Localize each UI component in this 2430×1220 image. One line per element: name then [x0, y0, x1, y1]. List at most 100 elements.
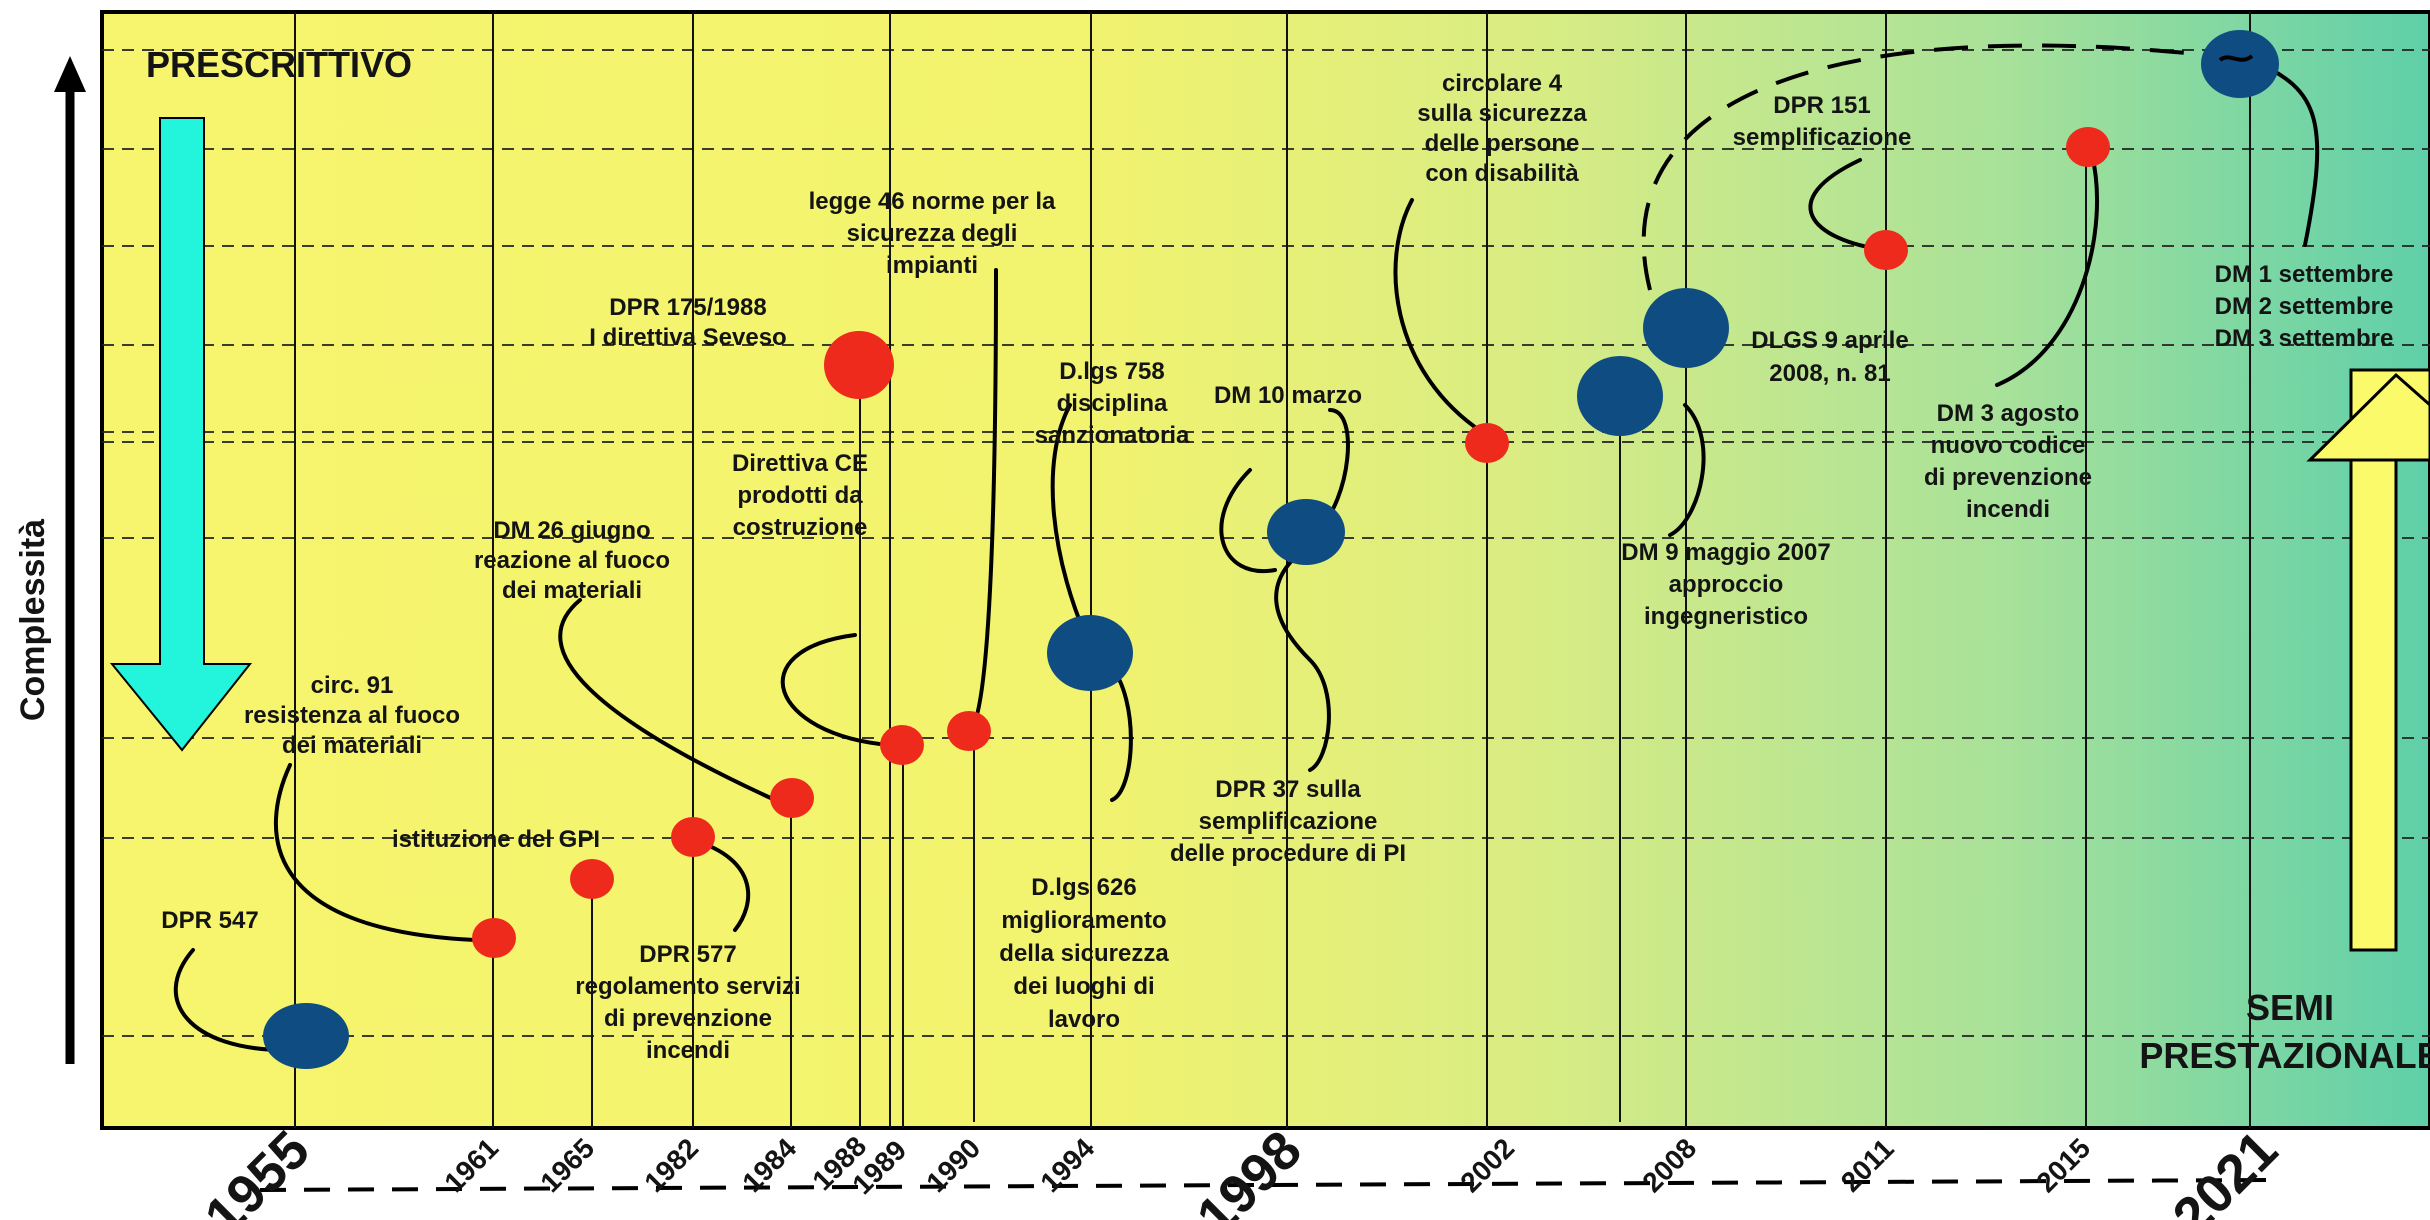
event-dots [263, 30, 2279, 1069]
event-label: DPR 577 regolamento servizi di prevenzione… [575, 941, 800, 1064]
event-label-line: legge 46 norme per la [809, 188, 1056, 215]
dot-dm3agosto [2066, 127, 2110, 167]
event-label-line: di prevenzione [604, 1005, 772, 1032]
dashed-connector-2008-2021 [1641, 43, 2251, 291]
event-label-line: semplificazione [1199, 808, 1378, 835]
event-label: legge 46 norme per la sicurezza degli impi… [809, 188, 1056, 279]
event-label-line: della sicurezza [999, 940, 1169, 967]
up-arrow-head [2306, 372, 2430, 462]
label-semi: SEMI [2246, 987, 2334, 1028]
event-label-line: DM 3 agosto [1937, 400, 2080, 427]
dot-dpr547 [263, 1003, 349, 1069]
event-label-line: di prevenzione [1924, 464, 2092, 491]
event-label: DM 9 maggio 2007 approccio ingegneristico [1621, 539, 1830, 630]
label-prescrittivo: PRESCRITTIVO [146, 44, 412, 85]
event-label: DPR 37 sulla semplificazione delle procedu… [1170, 776, 1406, 867]
event-label: D.lgs 758 disciplina sanzionatoria [1035, 358, 1190, 449]
event-label-line: D.lgs 758 [1059, 358, 1164, 385]
vertical-year-lines [294, 12, 2251, 1128]
year-label-1994: 1994 [1034, 1132, 1100, 1198]
event-label-line: DM 10 marzo [1214, 382, 1362, 409]
dot-circolare4 [1465, 423, 1509, 463]
event-label: DPR 151 semplificazione [1733, 92, 1912, 151]
event-label: DPR 175/1988 I direttiva Seveso [589, 294, 786, 351]
year-label-2008: 2008 [1636, 1132, 1702, 1198]
dot-dpr151 [1864, 230, 1908, 270]
dot-seveso [824, 331, 894, 399]
dot-gpi [671, 817, 715, 857]
event-label-line: DM 9 maggio 2007 [1621, 539, 1830, 566]
event-label: DM 3 agosto nuovo codice di prevenzione inc… [1924, 400, 2092, 523]
event-label: circ. 91 resistenza al fuoco dei materiali [244, 672, 460, 759]
label-prestazionale: PRESTAZIONALE [2139, 1035, 2430, 1076]
year-label-2021: 2021 [2162, 1120, 2289, 1220]
event-label-line: prodotti da [737, 482, 863, 509]
dot-dlgs758 [1047, 615, 1133, 691]
event-label-line: approccio [1669, 571, 1784, 598]
dot-1965 [570, 859, 614, 899]
year-label-2015: 2015 [2030, 1132, 2096, 1198]
event-label: DM 1 settembre DM 2 settembre DM 3 settemb… [2215, 261, 2394, 352]
event-label: DM 10 marzo [1214, 382, 1362, 409]
event-label-line: DLGS 9 aprile [1751, 327, 1908, 354]
event-label-line: incendi [646, 1037, 730, 1064]
event-labels: DPR 547 circ. 91 resistenza al fuoco dei ma… [161, 70, 2393, 1064]
dot-legge46 [947, 711, 991, 751]
event-label-line: circ. 91 [311, 672, 394, 699]
event-label-line: lavoro [1048, 1006, 1120, 1033]
dot-dm-settembre [2201, 30, 2279, 98]
event-label-line: regolamento servizi [575, 973, 800, 1000]
event-label-line: DPR 547 [161, 907, 258, 934]
event-label-line: Direttiva CE [732, 450, 868, 477]
event-label-line: DM 2 settembre [2215, 293, 2394, 320]
event-label-line: sicurezza degli [847, 220, 1018, 247]
event-label-line: reazione al fuoco [474, 547, 670, 574]
event-label: DPR 547 [161, 907, 258, 934]
event-label-line: sanzionatoria [1035, 422, 1190, 449]
year-label-2011: 2011 [1835, 1133, 1900, 1198]
bottom-dashed-line [259, 1178, 2271, 1192]
down-arrow [109, 117, 253, 752]
event-label-line: DM 3 settembre [2215, 325, 2394, 352]
event-label: DM 26 giugno reazione al fuoco dei materia… [474, 517, 670, 604]
event-label: circolare 4 sulla sicurezza delle persone c… [1417, 70, 1587, 187]
event-label-line: DPR 175/1988 [609, 294, 766, 321]
event-label-line: ingegneristico [1644, 603, 1808, 630]
event-label: DLGS 9 aprile 2008, n. 81 [1751, 327, 1908, 387]
event-label: istituzione del GPI [392, 826, 600, 853]
year-label-1998: 1998 [1186, 1120, 1313, 1220]
event-label-line: circolare 4 [1442, 70, 1563, 97]
dot-dlgs81 [1643, 288, 1729, 368]
dot-dm9maggio [1577, 356, 1663, 436]
event-label: Direttiva CE prodotti da costruzione [732, 450, 868, 541]
dot-dm26giugno [770, 778, 814, 818]
event-label-line: DPR 151 [1773, 92, 1870, 119]
event-label-line: costruzione [733, 514, 868, 541]
year-label-2002: 2002 [1454, 1132, 1520, 1198]
event-label-line: disciplina [1057, 390, 1168, 417]
y-axis-label: Complessità [14, 519, 52, 721]
event-label-line: 2008, n. 81 [1769, 360, 1890, 387]
dot-direttiva-ce [880, 725, 924, 765]
event-label-line: istituzione del GPI [392, 826, 600, 853]
event-label-line: DPR 577 [639, 941, 736, 968]
event-label-line: miglioramento [1001, 907, 1166, 934]
event-label-line: DM 26 giugno [493, 517, 650, 544]
event-label-line: DM 1 settembre [2215, 261, 2394, 288]
horizontal-grid [102, 49, 2430, 1037]
event-label-line: con disabilità [1425, 160, 1579, 187]
tilde-mark [2218, 54, 2254, 62]
event-label-line: delle procedure di PI [1170, 840, 1406, 867]
event-label-line: resistenza al fuoco [244, 702, 460, 729]
event-label-line: impianti [886, 252, 978, 279]
event-label-line: sulla sicurezza [1417, 100, 1587, 127]
event-label-line: dei materiali [502, 577, 642, 604]
event-label-line: I direttiva Seveso [589, 324, 786, 351]
event-label-line: dei luoghi di [1013, 973, 1154, 1000]
event-label-line: nuovo codice [1931, 432, 2086, 459]
event-label: D.lgs 626 miglioramento della sicurezza dei… [999, 874, 1169, 1033]
event-label-line: delle persone [1425, 130, 1580, 157]
